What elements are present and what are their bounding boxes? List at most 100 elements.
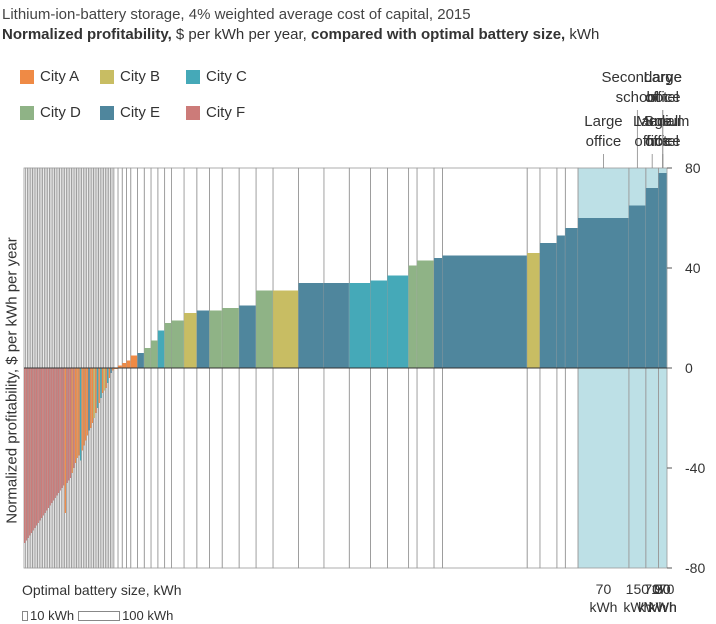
data-bar (40, 368, 43, 518)
y-tick-label: -40 (685, 460, 705, 476)
data-bar (96, 368, 99, 408)
subtitle-part3: compared with optimal battery size, (306, 26, 566, 43)
highlight-label: office (634, 133, 670, 150)
chart-subtitle: Normalized profitability, $ per kWh per … (2, 26, 599, 43)
data-bar (323, 283, 349, 368)
chart-title: Lithium-ion-battery storage, 4% weighted… (2, 6, 471, 23)
data-bar (196, 310, 210, 368)
size-unit-label: kWh (649, 599, 677, 615)
data-bar (98, 368, 100, 403)
scale-small-label: 10 kWh (30, 608, 75, 623)
data-bar (44, 368, 46, 513)
data-bar (387, 275, 409, 368)
y-tick-label: -80 (685, 560, 705, 576)
legend-label: City B (120, 68, 161, 85)
legend: City A City B City C City D City E City … (20, 68, 320, 128)
size-label: 150 (626, 581, 650, 597)
data-bar (37, 368, 39, 523)
data-bar (556, 235, 565, 368)
y-tick-label: 80 (685, 160, 701, 176)
data-bar (49, 368, 51, 506)
size-label: 70 (644, 581, 660, 597)
data-bar (39, 368, 41, 521)
size-unit-label: kWh (649, 599, 677, 615)
data-bar (151, 340, 158, 368)
data-bar (658, 173, 667, 368)
data-bar (222, 308, 239, 368)
legend-swatch (186, 69, 200, 84)
highlight-label: office (586, 133, 622, 150)
data-bar (57, 368, 60, 493)
data-bar (256, 290, 273, 368)
data-bar (103, 368, 105, 391)
scale-large-label: 100 kWh (122, 608, 174, 623)
data-bar (370, 280, 388, 368)
data-bar (71, 368, 73, 473)
data-bar (52, 368, 55, 501)
data-bar (83, 368, 85, 446)
data-bar (47, 368, 50, 508)
data-bar (90, 368, 92, 428)
size-scale-key: 10 kWh 100 kWh (22, 608, 173, 623)
data-bar (118, 365, 122, 368)
x-axis-label: Optimal battery size, kWh (22, 582, 182, 598)
data-bar (298, 283, 324, 368)
data-bar (27, 368, 29, 538)
data-bar (93, 368, 95, 418)
data-bar (73, 368, 75, 468)
data-bar (95, 368, 97, 413)
y-tick-label: 40 (685, 260, 701, 276)
highlight-label: office (645, 89, 681, 106)
data-bar (32, 368, 34, 531)
size-label: 70 (655, 581, 671, 597)
data-bar (645, 188, 659, 368)
data-bar (137, 353, 144, 368)
legend-label: City D (40, 104, 81, 121)
data-bar (35, 368, 38, 526)
legend-item-city-b: City B (100, 68, 160, 85)
data-bar (273, 290, 299, 368)
data-bar (144, 348, 151, 368)
highlight-label: Large (644, 69, 682, 86)
size-unit-label: kWh (649, 599, 677, 615)
size-label: 170 (651, 581, 675, 597)
data-bar (34, 368, 36, 528)
data-bar (76, 368, 78, 458)
data-bar (105, 368, 107, 388)
data-bar (66, 368, 68, 483)
size-unit-label: kWh (623, 599, 651, 615)
data-bar (81, 368, 83, 451)
data-bar (164, 323, 172, 368)
data-bar (74, 368, 77, 463)
data-bar (239, 305, 256, 368)
highlight-label: hotel (646, 133, 679, 150)
data-bar (30, 368, 33, 533)
highlight-label: school (616, 89, 659, 106)
data-bar (64, 368, 66, 513)
legend-label: City C (206, 68, 247, 85)
legend-swatch (100, 105, 114, 120)
data-bar (61, 368, 63, 488)
highlight-label: Small (644, 113, 682, 130)
data-bar (86, 368, 88, 436)
data-bar (29, 368, 31, 536)
legend-swatch (186, 105, 200, 120)
size-unit-label: kWh (589, 599, 617, 615)
scale-large-box (78, 610, 121, 621)
size-label: 30 (655, 581, 671, 597)
data-bar (126, 360, 131, 368)
data-bar (56, 368, 58, 496)
data-bar (171, 320, 184, 368)
data-bar (78, 368, 80, 456)
legend-label: City A (40, 68, 80, 85)
data-bar (59, 368, 61, 491)
data-bar (110, 368, 112, 373)
legend-item-city-a: City A (20, 68, 79, 85)
data-bar (184, 313, 197, 368)
legend-item-city-d: City D (20, 104, 81, 121)
data-bar (62, 368, 65, 486)
data-bar (209, 310, 222, 368)
data-bar (101, 368, 104, 393)
data-bar (408, 265, 417, 368)
